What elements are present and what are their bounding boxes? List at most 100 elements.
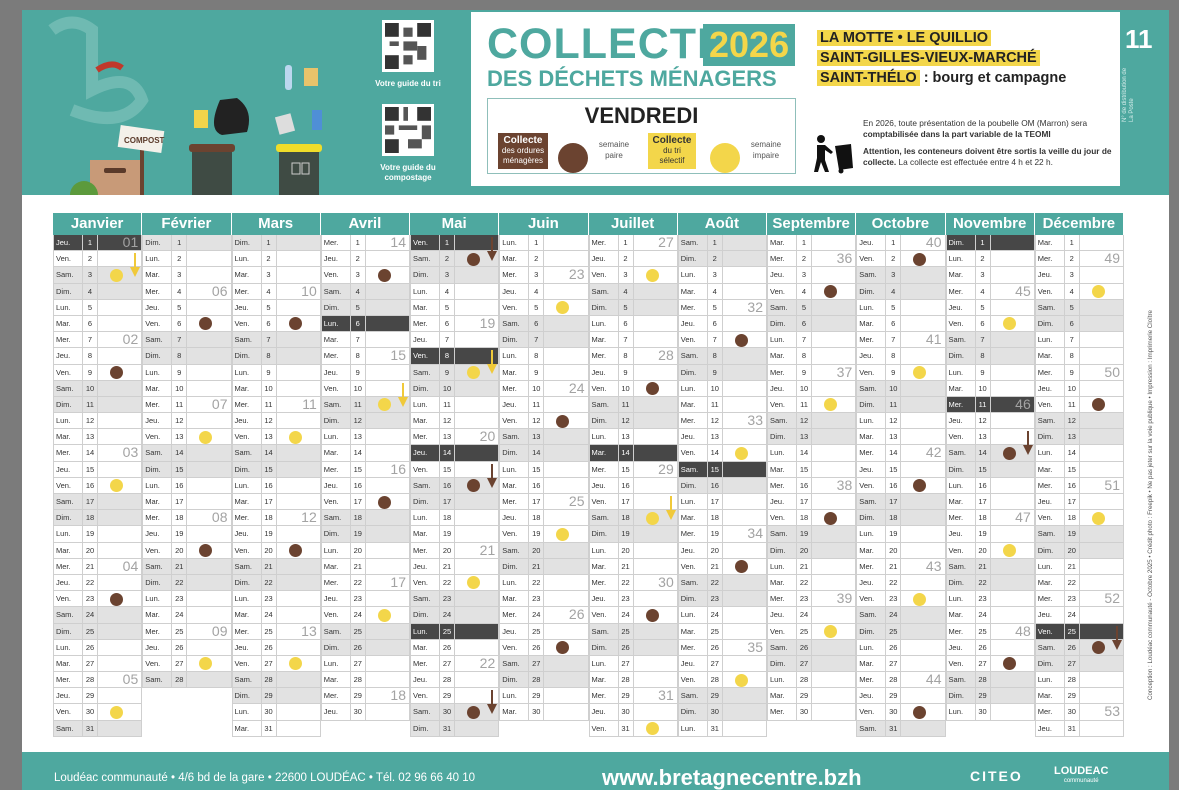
collection-cell — [455, 591, 500, 607]
day-row: Dim. 23 — [677, 591, 767, 608]
brown-dot-icon — [734, 333, 748, 347]
day-number: 6 — [529, 315, 545, 332]
collection-cell — [723, 574, 767, 591]
day-number: 25 — [440, 623, 455, 639]
day-of-week: Sam. — [231, 672, 262, 688]
week-number: 28 — [658, 347, 674, 364]
legend-om-label: Collecte des ordures ménagères — [498, 133, 548, 169]
collection-cell: 02 — [98, 331, 143, 348]
day-number: 9 — [262, 364, 277, 380]
day-of-week: Ven. — [410, 688, 440, 704]
collection-cell — [455, 299, 500, 315]
day-of-week: Mer. — [53, 558, 83, 574]
yellow-dot-icon — [110, 479, 123, 493]
day-row: Mer. 4 06 — [142, 283, 232, 300]
yellow-dot-icon — [645, 268, 659, 282]
brown-dot-icon — [556, 641, 570, 655]
day-row: Sam. 10 — [856, 380, 946, 397]
day-number: 15 — [886, 461, 902, 477]
collection-cell — [544, 639, 589, 655]
day-number: 24 — [351, 607, 366, 623]
day-of-week: Ven. — [588, 267, 619, 283]
day-row: Dim. 22 — [142, 574, 232, 592]
day-of-week: Ven. — [231, 315, 262, 332]
week-number: 18 — [390, 687, 406, 704]
day-row: Sam. 31 — [53, 720, 143, 737]
qr-code-compostage[interactable] — [382, 104, 434, 156]
day-row: Sam. 26 — [767, 639, 857, 656]
day-row: Mar. 13 — [53, 429, 143, 446]
collection-cell — [366, 672, 410, 688]
collection-cell — [455, 445, 500, 461]
day-of-week: Jeu. — [320, 251, 351, 267]
day-row: Jeu. 2 — [320, 251, 410, 268]
page-subtitle: DES DÉCHETS MÉNAGERS — [487, 66, 777, 91]
collection-cell — [98, 477, 143, 493]
day-row: Mar. 29 — [1034, 688, 1124, 705]
day-of-week: Jeu. — [499, 623, 530, 639]
collection-cell — [812, 672, 857, 688]
month-6: Juillet Mer. 1 27 Jeu. 2 Ven. 3 Sam. 4 Dim. 5 Lun. 6 M… — [588, 213, 678, 737]
day-row: Sam. 17 — [856, 494, 946, 511]
collection-cell — [723, 623, 767, 639]
collection-cell — [187, 235, 232, 251]
day-of-week: Mer. — [499, 380, 530, 396]
day-of-week: Dim. — [410, 267, 440, 283]
day-row: Mar. 26 — [410, 639, 500, 656]
collection-cell — [901, 574, 946, 591]
day-of-week: Mar. — [767, 688, 797, 704]
collection-cell — [544, 299, 589, 315]
day-of-week: Jeu. — [53, 574, 83, 591]
day-of-week: Mer. — [856, 672, 887, 688]
brown-dot-icon — [556, 414, 570, 428]
day-row: Jeu. 6 — [677, 315, 767, 333]
day-of-week: Mar. — [320, 672, 351, 688]
day-number: 3 — [351, 267, 366, 283]
day-of-week: Lun. — [410, 396, 440, 413]
day-row: Jeu. 23 — [320, 591, 410, 608]
day-number: 24 — [529, 607, 545, 623]
collection-cell — [1080, 639, 1124, 655]
day-of-week: Mer. — [677, 526, 708, 542]
day-number: 23 — [440, 591, 455, 607]
week-number: 43 — [925, 557, 942, 574]
day-of-week: Sam. — [320, 623, 351, 639]
collection-cell: 28 — [634, 347, 678, 364]
day-of-week: Lun. — [320, 542, 351, 558]
day-number: 2 — [351, 251, 366, 267]
day-number: 17 — [529, 494, 545, 510]
day-of-week: Dim. — [677, 591, 708, 607]
day-of-week: Sam. — [53, 607, 83, 623]
day-of-week: Mar. — [410, 639, 440, 655]
day-of-week: Sam. — [588, 510, 619, 526]
day-of-week: Sam. — [767, 526, 797, 542]
qr-code-tri[interactable] — [382, 20, 434, 72]
collection-cell — [187, 299, 232, 315]
day-row: Sam. 15 — [677, 461, 767, 478]
day-of-week: Jeu. — [499, 510, 530, 526]
day-row: Mar. 1 — [767, 235, 857, 252]
collection-cell — [544, 251, 589, 267]
yellow-dot-icon — [734, 673, 748, 687]
website-link[interactable]: www.bretagnecentre.bzh — [602, 765, 862, 790]
day-number: 4 — [1065, 283, 1080, 299]
day-of-week: Jeu. — [945, 526, 976, 542]
day-of-week: Mar. — [767, 574, 797, 591]
day-number: 20 — [529, 542, 545, 558]
day-of-week: Sam. — [1034, 299, 1065, 315]
day-number: 16 — [83, 477, 98, 493]
month-header: Octobre — [856, 213, 946, 235]
day-of-week: Jeu. — [677, 542, 708, 558]
day-of-week: Sam. — [677, 348, 708, 364]
day-row: Lun. 3 — [677, 267, 767, 284]
day-number: 3 — [976, 267, 991, 283]
collection-cell — [544, 283, 589, 299]
day-number: 19 — [172, 526, 188, 542]
day-number: 20 — [1065, 542, 1080, 558]
day-row: Mar. 24 — [945, 607, 1035, 624]
day-row: Mer. 12 33 — [677, 412, 767, 430]
day-row: Ven. 27 — [142, 655, 232, 673]
collection-cell — [98, 655, 143, 672]
month-header: Septembre — [767, 213, 857, 235]
day-of-week: Sam. — [499, 315, 530, 332]
